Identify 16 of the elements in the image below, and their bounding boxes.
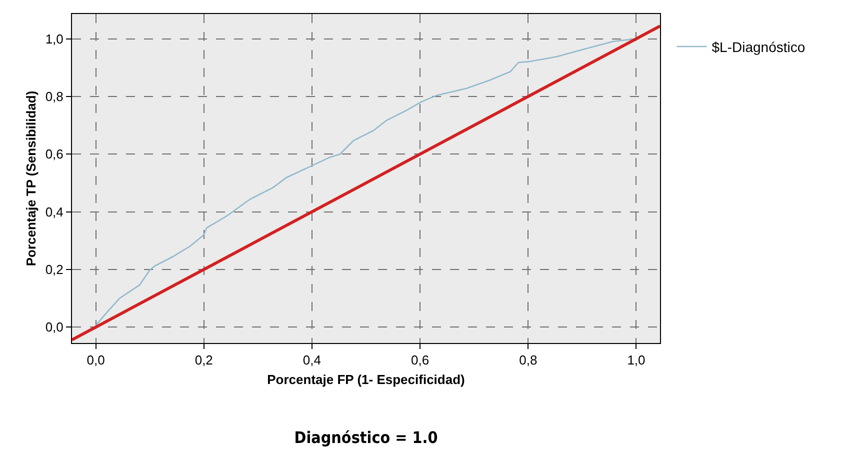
y-tick-label: 0,4 — [45, 204, 64, 220]
x-tick-label: 0,6 — [411, 352, 430, 368]
y-axis-title: Porcentaje TP (Sensibilidad) — [23, 90, 38, 266]
text: Diagnóstico = 1.0 — [294, 428, 438, 447]
y-tick-label: 0,6 — [45, 146, 64, 162]
x-tick-label: 0,8 — [519, 352, 538, 368]
y-tick-label: 0,2 — [45, 262, 64, 278]
x-tick-label: 0,2 — [194, 352, 213, 368]
y-tick-label: 0,0 — [45, 320, 64, 335]
x-tick-label: 1,0 — [627, 352, 646, 368]
x-tick-label: 0,0 — [86, 352, 105, 368]
x-axis-title: Porcentaje FP (1- Especificidad) — [267, 372, 465, 388]
legend-label: $L-Diagnóstico — [712, 38, 806, 55]
y-tick-label: 0,8 — [45, 89, 64, 104]
y-tick-label: 1,0 — [45, 31, 64, 46]
x-tick-label: 0,4 — [302, 352, 321, 368]
